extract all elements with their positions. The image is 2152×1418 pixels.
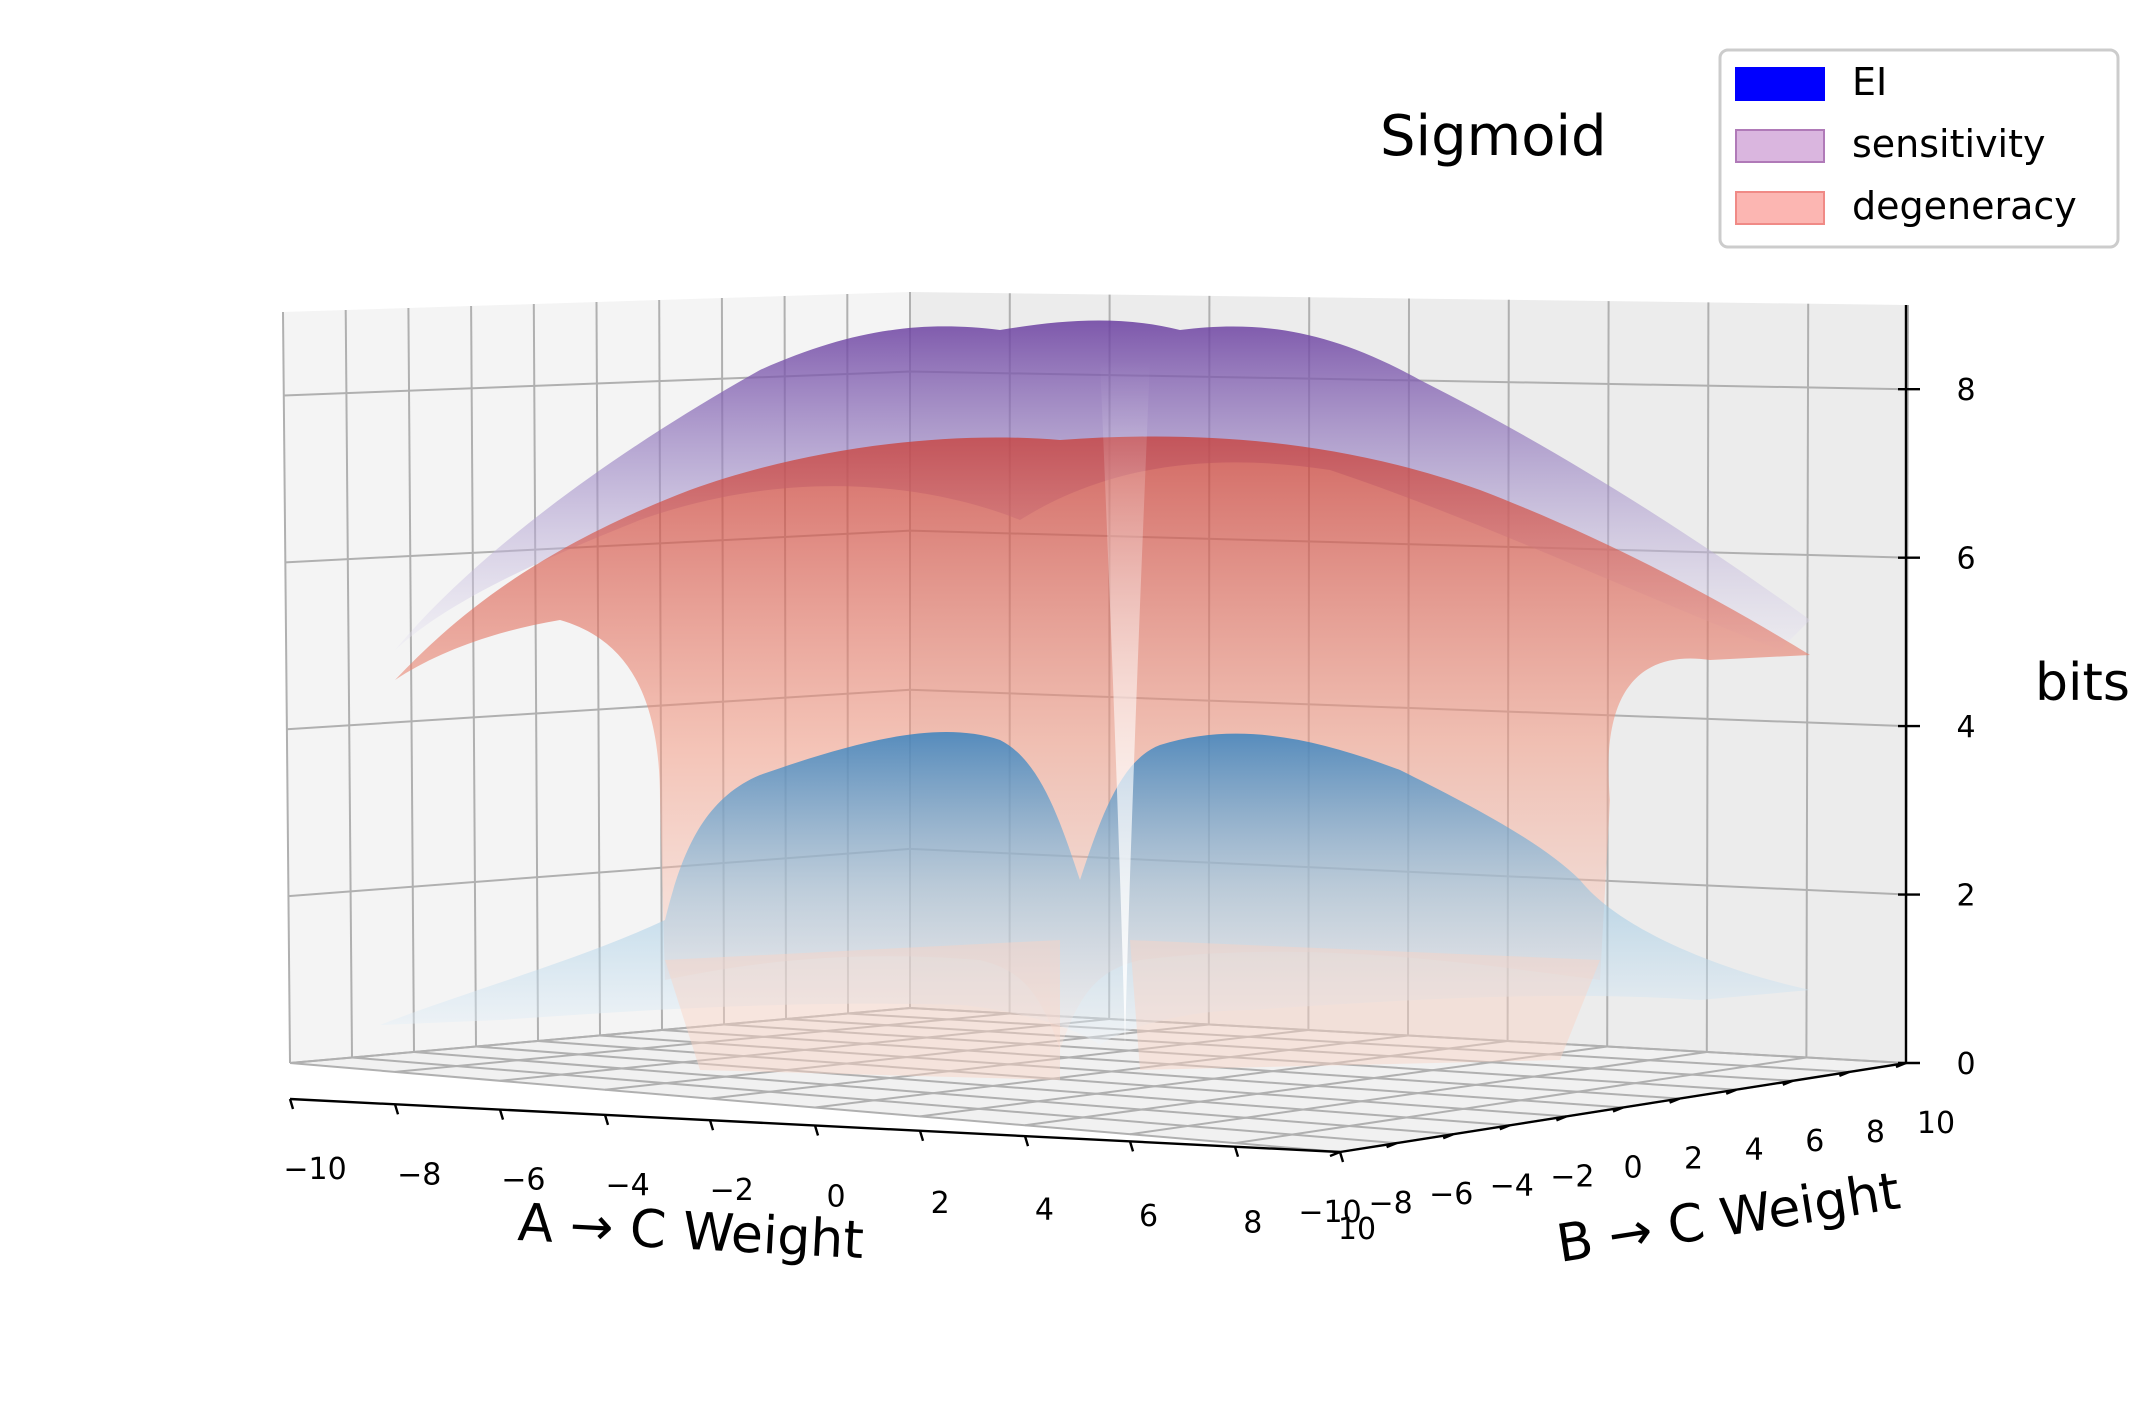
grid-line bbox=[282, 311, 291, 1064]
x-tick-mark bbox=[708, 1119, 715, 1131]
z-axis-ticks: 0 2 4 6 8 bbox=[1898, 373, 1976, 1082]
legend-swatch-degeneracy bbox=[1735, 191, 1825, 225]
x-tick-label: −2 bbox=[710, 1173, 754, 1208]
x-tick-mark bbox=[1023, 1135, 1030, 1147]
y-tick-label: 10 bbox=[1917, 1106, 1955, 1141]
grid-line bbox=[1024, 1045, 1608, 1127]
y-tick-mark bbox=[1669, 1097, 1681, 1104]
z-tick-label: 4 bbox=[1956, 710, 1975, 745]
z-tick-label: 8 bbox=[1956, 373, 1975, 408]
x-tick-label: 0 bbox=[826, 1180, 845, 1215]
y-tick-label: 4 bbox=[1745, 1133, 1764, 1168]
y-tick-mark bbox=[1329, 1150, 1341, 1158]
y-tick-mark bbox=[1782, 1079, 1794, 1086]
z-tick-label: 0 bbox=[1956, 1047, 1975, 1082]
y-tick-label: 8 bbox=[1866, 1115, 1885, 1150]
grid-line bbox=[1129, 1051, 1707, 1136]
legend-swatch-sensitivity bbox=[1735, 129, 1825, 163]
x-tick-label: 2 bbox=[931, 1186, 950, 1221]
x-tick-mark bbox=[813, 1125, 820, 1136]
grid-line bbox=[1705, 302, 1710, 1053]
x-tick-label: 10 bbox=[1338, 1212, 1376, 1247]
y-tick-label: 0 bbox=[1623, 1151, 1642, 1186]
legend: EI sensitivity degeneracy bbox=[1718, 48, 2120, 249]
x-tick-mark bbox=[288, 1098, 295, 1110]
x-tick-label: 6 bbox=[1139, 1199, 1158, 1234]
x-tick-mark bbox=[393, 1103, 400, 1115]
grid-line bbox=[595, 301, 601, 1036]
x-tick-label: −6 bbox=[501, 1163, 545, 1198]
x-axis-ticks: −10 −8 −6 −4 −2 0 2 4 6 8 10 bbox=[283, 1098, 1376, 1247]
z-tick-label: 6 bbox=[1956, 542, 1975, 577]
grid-line bbox=[470, 305, 477, 1047]
x-tick-mark bbox=[498, 1109, 505, 1120]
y-tick-label: 2 bbox=[1684, 1142, 1703, 1177]
y-tick-mark bbox=[1442, 1133, 1454, 1140]
y-tick-mark bbox=[1555, 1115, 1567, 1122]
y-tick-label: −10 bbox=[1298, 1195, 1361, 1230]
z-axis-title: bits bbox=[2035, 653, 2130, 713]
x-axis-title: A → C Weight bbox=[516, 1193, 865, 1271]
surface-plot bbox=[380, 320, 1810, 1080]
sensitivity-surface bbox=[395, 320, 1810, 650]
grid-line bbox=[785, 1018, 1793, 1082]
y-tick-mark bbox=[1499, 1124, 1511, 1131]
y-tick-mark bbox=[1895, 1061, 1907, 1069]
x-tick-label: −4 bbox=[605, 1168, 649, 1203]
y-tick-label: −4 bbox=[1490, 1168, 1534, 1203]
x-tick-label: −8 bbox=[397, 1157, 441, 1192]
y-tick-label: −2 bbox=[1550, 1159, 1594, 1194]
x-tick-label: −10 bbox=[283, 1152, 346, 1187]
grid-line bbox=[407, 307, 415, 1053]
legend-swatch-EI bbox=[1735, 67, 1825, 101]
grid-line bbox=[847, 1012, 1850, 1073]
ei-surface bbox=[380, 732, 1810, 1045]
grid-line bbox=[919, 1040, 1508, 1118]
y-axis-title: B → C Weight bbox=[1553, 1161, 1904, 1274]
grid-line bbox=[1805, 303, 1810, 1058]
degeneracy-base bbox=[665, 940, 1060, 1080]
x-tick-mark bbox=[603, 1114, 610, 1126]
x-tick-label: 4 bbox=[1035, 1193, 1054, 1228]
y-tick-label: 6 bbox=[1805, 1124, 1824, 1159]
grid-line bbox=[723, 1023, 1737, 1091]
chart-title: Sigmoid bbox=[1380, 104, 1607, 169]
x-tick-mark bbox=[1338, 1151, 1345, 1163]
y-tick-mark bbox=[1612, 1106, 1624, 1113]
legend-label-sensitivity: sensitivity bbox=[1852, 122, 2046, 166]
legend-label-degeneracy: degeneracy bbox=[1852, 184, 2077, 228]
y-tick-mark bbox=[1725, 1088, 1737, 1095]
legend-label-EI: EI bbox=[1852, 60, 1887, 104]
y-axis-ticks: −10 −8 −6 −4 −2 0 2 4 6 8 10 bbox=[1298, 1061, 1955, 1230]
y-tick-mark bbox=[1386, 1141, 1398, 1149]
grid-line bbox=[532, 303, 539, 1042]
degeneracy-base-right bbox=[1130, 940, 1600, 1070]
central-trough bbox=[1100, 360, 1150, 1045]
grid-line bbox=[661, 1029, 1680, 1100]
grid-line bbox=[344, 309, 353, 1058]
y-tick-label: −8 bbox=[1368, 1186, 1412, 1221]
x-tick-mark bbox=[1128, 1141, 1135, 1152]
grid-line bbox=[599, 1034, 1624, 1109]
y-tick-mark bbox=[1838, 1070, 1850, 1078]
z-tick-label: 2 bbox=[1956, 879, 1975, 914]
x-tick-label: 8 bbox=[1243, 1206, 1262, 1241]
x-tick-mark bbox=[1233, 1146, 1240, 1158]
x-tick-mark bbox=[918, 1130, 925, 1142]
grid-line bbox=[1234, 1056, 1807, 1145]
y-tick-label: −6 bbox=[1429, 1177, 1473, 1212]
